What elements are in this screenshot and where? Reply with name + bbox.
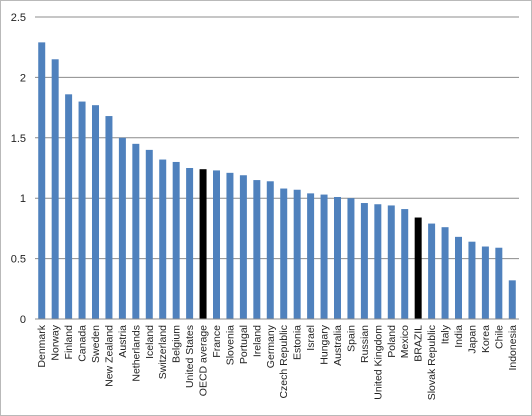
bar-italy — [441, 227, 449, 319]
x-category-label: Finland — [63, 325, 75, 360]
x-category-label: Israel — [305, 325, 317, 351]
y-tick-label: 0.5 — [11, 254, 26, 266]
bar-brazil — [414, 217, 422, 319]
bar-austria — [118, 137, 126, 319]
bar-germany — [266, 181, 274, 319]
x-axis-category-labels: Denmark Norway Finland Canada Sweden New Zeal… — [36, 324, 519, 400]
x-category-label: Czech Republic — [278, 325, 290, 399]
bar-slovenia — [226, 172, 234, 319]
bar-iceland — [145, 149, 153, 319]
x-category-label: Russian — [359, 325, 371, 363]
x-category-label: Norway — [50, 324, 62, 360]
x-category-label: United Kingdom — [372, 325, 384, 400]
bar-netherlands — [132, 143, 140, 319]
x-category-label: Italy — [440, 324, 452, 344]
x-category-label: Japan — [466, 325, 478, 354]
bar-czech-republic — [280, 188, 288, 319]
x-category-label: France — [211, 325, 223, 358]
bar-denmark — [38, 42, 46, 319]
x-category-label: OECD average — [198, 325, 210, 396]
bar-korea — [481, 246, 489, 319]
x-category-label: Slovenia — [224, 325, 236, 365]
bar-japan — [468, 241, 476, 319]
x-category-label: New Zealand — [103, 325, 115, 387]
bar-india — [455, 236, 462, 319]
x-category-label: Ireland — [251, 325, 263, 357]
x-category-label: Estonia — [292, 325, 304, 360]
x-category-label: Australia — [332, 325, 344, 366]
x-category-label: Austria — [117, 325, 129, 358]
x-category-label: Spain — [345, 325, 357, 352]
bar-belgium — [172, 161, 180, 319]
bar-portugal — [239, 175, 247, 319]
x-category-label: Indonesia — [507, 325, 519, 371]
x-category-label: United States — [184, 325, 196, 388]
bar-australia — [334, 196, 341, 319]
x-category-label: Poland — [386, 325, 398, 358]
bar-poland — [387, 205, 395, 319]
y-tick-label: 0 — [20, 314, 26, 326]
bar-united-kingdom — [374, 204, 382, 319]
y-tick-label: 2.5 — [11, 12, 26, 24]
bar-mexico — [401, 209, 409, 319]
bar-hungary — [320, 194, 328, 319]
y-tick-label: 1 — [20, 193, 26, 205]
x-category-label: Netherlands — [130, 325, 142, 382]
bar-finland — [65, 94, 73, 319]
x-category-label: Mexico — [399, 325, 411, 358]
x-category-label: Slovak Republic — [426, 325, 438, 400]
bars — [38, 42, 516, 320]
bar-ireland — [253, 180, 261, 319]
x-category-label: Denmark — [36, 324, 48, 367]
bar-united-states — [186, 168, 194, 319]
gridlines — [35, 16, 519, 260]
x-category-label: Germany — [265, 324, 277, 368]
x-category-label: India — [453, 325, 465, 348]
bar-norway — [51, 59, 59, 319]
y-axis-tick-labels: 0 0.5 1 1.5 2 2.5 — [11, 12, 26, 326]
x-category-label: Switzerland — [157, 325, 169, 379]
bar-sweden — [92, 105, 99, 320]
bar-estonia — [293, 189, 301, 319]
y-tick-label: 1.5 — [11, 133, 26, 145]
bar-slovak-republic — [428, 223, 436, 319]
x-category-label: Hungary — [319, 324, 331, 364]
x-category-label: Belgium — [171, 325, 183, 363]
bar-israel — [307, 193, 315, 319]
bar-new-zealand — [105, 116, 113, 319]
x-category-label: Sweden — [90, 325, 102, 363]
bar-france — [213, 170, 220, 319]
x-category-label: Canada — [77, 325, 89, 362]
y-tick-label: 2 — [20, 72, 26, 84]
x-category-label: Iceland — [144, 325, 156, 359]
bar-spain — [347, 198, 355, 319]
x-category-label: Portugal — [238, 325, 250, 364]
bar-russian — [360, 203, 368, 319]
x-category-label: Korea — [480, 325, 492, 353]
x-category-label: Chile — [493, 325, 505, 349]
bar-switzerland — [159, 159, 167, 319]
x-category-label: BRAZIL — [413, 325, 425, 362]
bar-oecd-average — [199, 169, 207, 319]
bar-canada — [78, 101, 86, 319]
bar-indonesia — [508, 280, 516, 319]
bar-chile — [495, 247, 503, 319]
